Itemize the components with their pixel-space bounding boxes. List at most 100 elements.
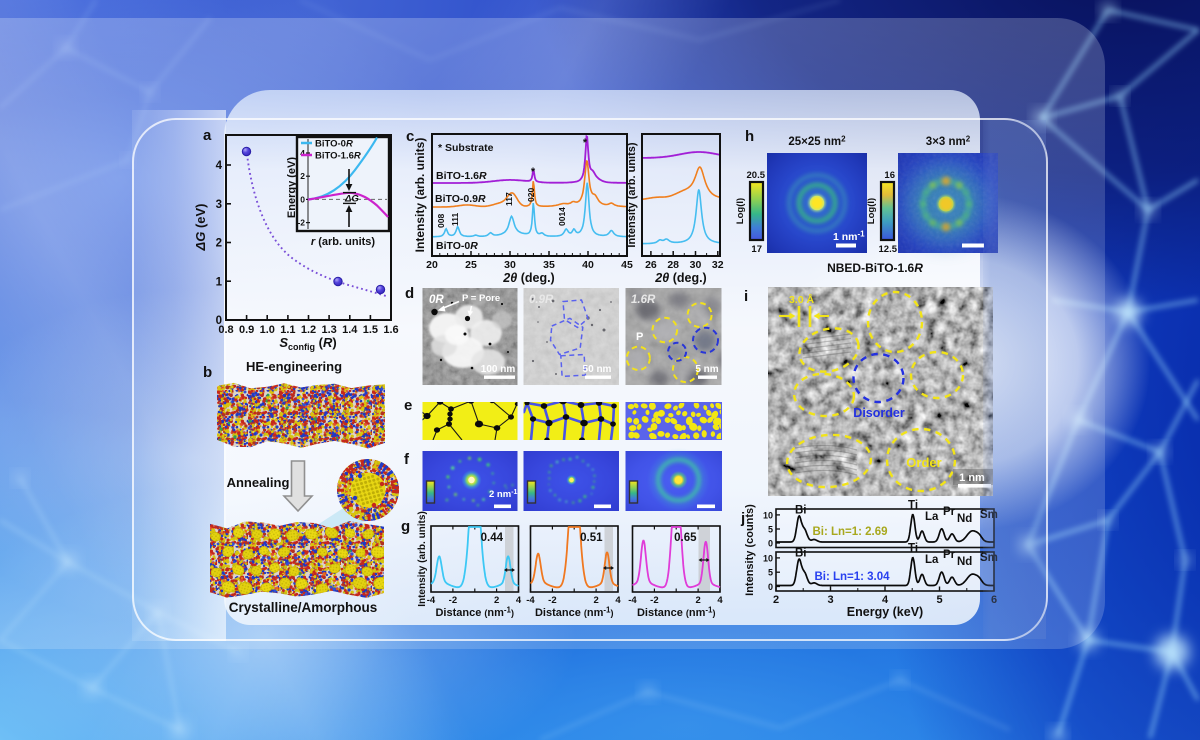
svg-text:2θ (deg.): 2θ (deg.) bbox=[654, 271, 706, 285]
svg-text:f: f bbox=[404, 451, 410, 468]
svg-text:1 nm-1: 1 nm-1 bbox=[833, 230, 865, 244]
svg-text:100 nm: 100 nm bbox=[481, 364, 516, 375]
svg-text:j: j bbox=[740, 510, 745, 527]
svg-text:4: 4 bbox=[300, 148, 305, 158]
svg-text:a: a bbox=[203, 127, 212, 144]
svg-text:1: 1 bbox=[216, 276, 223, 288]
svg-text:0.9: 0.9 bbox=[239, 324, 254, 336]
svg-text:25×25 nm2: 25×25 nm2 bbox=[788, 135, 846, 149]
svg-text:2: 2 bbox=[773, 594, 779, 606]
svg-text:2: 2 bbox=[494, 595, 499, 606]
svg-text:-2: -2 bbox=[297, 218, 305, 228]
svg-text:35: 35 bbox=[543, 259, 555, 271]
svg-text:g: g bbox=[401, 518, 410, 535]
svg-text:P: P bbox=[636, 331, 643, 343]
svg-text:25: 25 bbox=[465, 259, 477, 271]
svg-text:20: 20 bbox=[426, 259, 438, 271]
svg-text:ΔG (eV): ΔG (eV) bbox=[193, 203, 208, 251]
svg-text:* Substrate: * Substrate bbox=[438, 142, 494, 154]
svg-text:10: 10 bbox=[763, 553, 773, 563]
svg-text:1.1: 1.1 bbox=[280, 324, 295, 336]
svg-text:008: 008 bbox=[436, 214, 446, 228]
svg-text:BiTO-1.6R: BiTO-1.6R bbox=[436, 170, 487, 182]
svg-text:0.44: 0.44 bbox=[481, 532, 504, 544]
svg-text:Intensity (arb. units): Intensity (arb. units) bbox=[413, 138, 427, 253]
svg-text:BiTO-0R: BiTO-0R bbox=[436, 240, 478, 252]
svg-text:d: d bbox=[405, 285, 414, 302]
svg-text:117: 117 bbox=[504, 192, 514, 206]
svg-text:32: 32 bbox=[712, 259, 724, 271]
svg-text:16: 16 bbox=[884, 170, 895, 181]
svg-text:1.2: 1.2 bbox=[301, 324, 316, 336]
svg-text:Pr: Pr bbox=[943, 506, 956, 518]
svg-text:3.0 Å: 3.0 Å bbox=[789, 293, 815, 306]
svg-text:28: 28 bbox=[667, 259, 679, 271]
svg-text:4: 4 bbox=[216, 160, 223, 172]
svg-text:0: 0 bbox=[216, 315, 222, 327]
svg-text:h: h bbox=[745, 128, 754, 145]
svg-text:Ti: Ti bbox=[908, 500, 918, 512]
svg-text:Log(I): Log(I) bbox=[735, 198, 746, 224]
svg-text:3×3 nm2: 3×3 nm2 bbox=[926, 135, 971, 149]
svg-text:4: 4 bbox=[882, 594, 889, 606]
svg-text:-2: -2 bbox=[548, 595, 556, 606]
svg-text:0.9R: 0.9R bbox=[529, 294, 554, 306]
svg-text:Sconfig (R): Sconfig (R) bbox=[279, 335, 336, 352]
svg-text:b: b bbox=[203, 364, 212, 381]
svg-text:Bi: Ln=1: 3.04: Bi: Ln=1: 3.04 bbox=[814, 571, 890, 583]
svg-text:2 nm-1: 2 nm-1 bbox=[489, 489, 518, 500]
svg-text:NBED-BiTO-1.6R: NBED-BiTO-1.6R bbox=[827, 261, 923, 275]
svg-text:Bi: Bi bbox=[795, 548, 807, 560]
svg-text:Bi: Ln=1: 2.69: Bi: Ln=1: 2.69 bbox=[812, 526, 887, 538]
svg-text:La: La bbox=[925, 554, 939, 566]
svg-text:45: 45 bbox=[621, 259, 633, 271]
svg-text:5: 5 bbox=[936, 594, 942, 606]
svg-text:Energy (keV): Energy (keV) bbox=[847, 605, 923, 619]
svg-text:Intensity (arb. units): Intensity (arb. units) bbox=[626, 142, 638, 247]
svg-text:Nd: Nd bbox=[957, 556, 972, 568]
svg-text:Intensity (counts): Intensity (counts) bbox=[744, 504, 756, 596]
svg-text:0: 0 bbox=[768, 582, 773, 592]
svg-text:0: 0 bbox=[768, 539, 773, 549]
svg-text:Distance (nm-1): Distance (nm-1) bbox=[435, 606, 514, 620]
svg-text:020: 020 bbox=[526, 188, 536, 202]
svg-text:-2: -2 bbox=[449, 595, 457, 606]
svg-text:Pr: Pr bbox=[943, 549, 956, 561]
svg-text:50 nm: 50 nm bbox=[583, 364, 612, 375]
svg-text:2: 2 bbox=[216, 238, 222, 250]
svg-text:-4: -4 bbox=[628, 595, 637, 606]
svg-text:2θ (deg.): 2θ (deg.) bbox=[502, 271, 554, 285]
svg-text:4: 4 bbox=[516, 595, 522, 606]
svg-text:-4: -4 bbox=[526, 595, 535, 606]
svg-text:Intensity (arb. units): Intensity (arb. units) bbox=[417, 511, 428, 607]
svg-text:Nd: Nd bbox=[957, 513, 972, 525]
svg-text:26: 26 bbox=[645, 259, 657, 271]
svg-text:2: 2 bbox=[593, 595, 598, 606]
svg-text:*: * bbox=[583, 137, 588, 149]
svg-text:20.5: 20.5 bbox=[747, 170, 766, 181]
svg-text:12.5: 12.5 bbox=[879, 244, 898, 255]
svg-text:Bi: Bi bbox=[795, 505, 807, 517]
svg-text:0.8: 0.8 bbox=[218, 324, 233, 336]
svg-text:2: 2 bbox=[300, 171, 305, 181]
svg-text:c: c bbox=[406, 128, 414, 145]
svg-text:Crystalline/Amorphous: Crystalline/Amorphous bbox=[229, 600, 378, 615]
svg-text:Ti: Ti bbox=[908, 543, 918, 555]
svg-text:HE-engineering: HE-engineering bbox=[246, 359, 342, 374]
svg-text:Annealing: Annealing bbox=[227, 475, 290, 490]
svg-text:Distance (nm-1): Distance (nm-1) bbox=[535, 606, 614, 620]
svg-text:P = Pore: P = Pore bbox=[462, 293, 500, 304]
svg-text:*: * bbox=[531, 166, 536, 178]
svg-text:5 nm: 5 nm bbox=[695, 364, 718, 375]
svg-text:1.6: 1.6 bbox=[383, 324, 398, 336]
svg-text:Log(I): Log(I) bbox=[866, 198, 877, 224]
svg-text:0R: 0R bbox=[429, 294, 444, 306]
svg-text:1.6R: 1.6R bbox=[631, 294, 656, 306]
svg-text:30: 30 bbox=[504, 259, 516, 271]
svg-text:r (arb. units): r (arb. units) bbox=[311, 236, 376, 248]
svg-text:1.0: 1.0 bbox=[260, 324, 275, 336]
svg-text:i: i bbox=[744, 288, 748, 305]
svg-text:Distance (nm-1): Distance (nm-1) bbox=[637, 606, 716, 620]
svg-text:Energy (eV): Energy (eV) bbox=[286, 157, 298, 218]
svg-text:17: 17 bbox=[751, 244, 762, 255]
